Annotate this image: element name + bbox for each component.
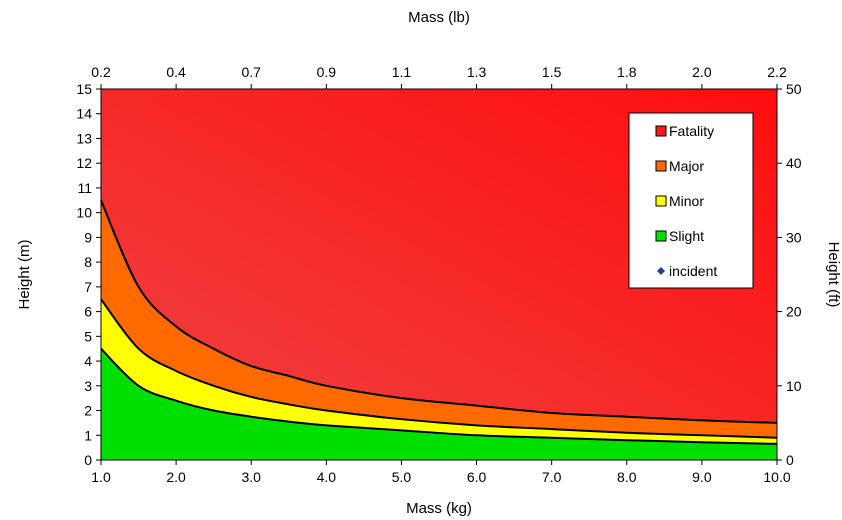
left-tick-label: 2 bbox=[84, 403, 92, 419]
left-tick-label: 9 bbox=[84, 229, 92, 245]
bottom-tick-label: 1.0 bbox=[91, 469, 111, 485]
left-tick-label: 0 bbox=[84, 452, 92, 468]
left-tick-label: 11 bbox=[77, 180, 92, 196]
left-tick-label: 12 bbox=[76, 155, 92, 171]
top-tick-label: 1.5 bbox=[542, 64, 562, 80]
legend-marker-diamond-icon bbox=[657, 267, 665, 275]
legend-swatch bbox=[655, 230, 667, 242]
top-tick-label: 0.7 bbox=[241, 64, 261, 80]
bottom-tick-label: 10.0 bbox=[763, 469, 790, 485]
bottom-tick-label: 6.0 bbox=[467, 469, 487, 485]
bottom-tick-label: 3.0 bbox=[241, 469, 261, 485]
bottom-tick-label: 2.0 bbox=[166, 469, 186, 485]
left-axis-title: Height (m) bbox=[16, 239, 33, 309]
top-tick-label: 1.3 bbox=[467, 64, 487, 80]
area-major bbox=[101, 200, 777, 461]
left-tick-label: 8 bbox=[84, 254, 92, 270]
legend-swatch bbox=[655, 125, 667, 137]
boundary-minor bbox=[100, 298, 778, 439]
axes-layer bbox=[96, 84, 782, 465]
legend-swatch bbox=[655, 160, 667, 172]
top-axis-title: Mass (lb) bbox=[408, 9, 470, 26]
legend-box bbox=[628, 112, 754, 289]
bottom-axis-title: Mass (kg) bbox=[406, 500, 472, 517]
left-tick-label: 6 bbox=[84, 304, 92, 320]
bottom-tick-label: 5.0 bbox=[392, 469, 412, 485]
area-slight bbox=[101, 348, 777, 460]
plot-frame bbox=[100, 88, 778, 461]
top-tick-label: 1.8 bbox=[617, 64, 637, 80]
right-tick-label: 10 bbox=[786, 378, 802, 394]
legend-swatch bbox=[655, 195, 667, 207]
top-tick-label: 0.4 bbox=[166, 64, 186, 80]
right-tick-label: 20 bbox=[786, 304, 802, 320]
right-tick-label: 0 bbox=[786, 452, 794, 468]
bottom-tick-label: 4.0 bbox=[317, 469, 337, 485]
bottom-tick-label: 7.0 bbox=[542, 469, 562, 485]
right-tick-label: 40 bbox=[786, 155, 802, 171]
bottom-tick-label: 9.0 bbox=[692, 469, 712, 485]
legend-label: incident bbox=[669, 263, 717, 279]
right-axis-title: Height (ft) bbox=[825, 242, 842, 308]
legend-label: Major bbox=[669, 158, 704, 174]
top-tick-label: 1.1 bbox=[392, 64, 412, 80]
legend-label: Minor bbox=[669, 193, 704, 209]
left-tick-label: 7 bbox=[84, 279, 92, 295]
boundary-major bbox=[100, 199, 778, 424]
bottom-tick-label: 8.0 bbox=[617, 469, 637, 485]
left-tick-label: 1 bbox=[84, 427, 92, 443]
legend: Fatality Major Minor Slight incident bbox=[628, 112, 754, 289]
top-tick-label: 0.2 bbox=[91, 64, 111, 80]
legend-label: Slight bbox=[669, 228, 704, 244]
left-tick-label: 5 bbox=[84, 328, 92, 344]
top-tick-label: 0.9 bbox=[317, 64, 337, 80]
left-tick-label: 13 bbox=[76, 130, 92, 146]
top-tick-label: 2.0 bbox=[692, 64, 712, 80]
right-tick-label: 30 bbox=[786, 229, 802, 245]
top-tick-label: 2.2 bbox=[767, 64, 787, 80]
left-tick-label: 4 bbox=[84, 353, 92, 369]
labels-layer: 1.0 2.0 3.0 4.0 5.0 6.0 7.0 8.0 9.0 10.0 0.2 0.4 0.7… bbox=[16, 9, 842, 517]
left-tick-label: 14 bbox=[76, 106, 92, 122]
legend-label: Fatality bbox=[669, 123, 714, 139]
boundary-slight bbox=[100, 347, 778, 445]
right-tick-label: 50 bbox=[786, 81, 802, 97]
left-tick-label: 3 bbox=[84, 378, 92, 394]
left-tick-label: 10 bbox=[76, 205, 92, 221]
left-tick-label: 15 bbox=[76, 81, 92, 97]
